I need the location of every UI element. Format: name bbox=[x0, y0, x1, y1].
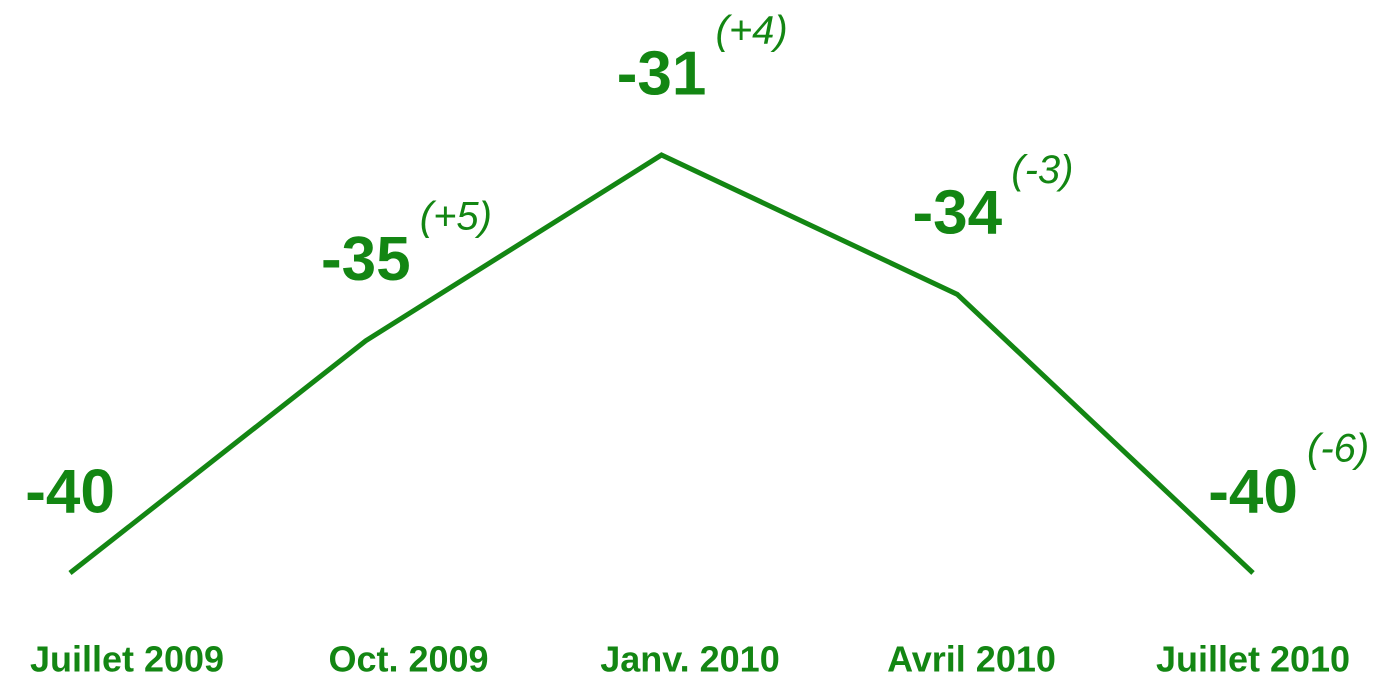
change-label: (+5) bbox=[420, 194, 492, 238]
x-tick-label: Juillet 2009 bbox=[30, 639, 224, 679]
line bbox=[68, 152, 1255, 575]
x-tick-label: Juillet 2010 bbox=[1156, 639, 1350, 679]
value-label: -40 bbox=[1208, 457, 1298, 526]
x-tick-label: Janv. 2010 bbox=[600, 639, 779, 679]
value-label: -34 bbox=[912, 179, 1002, 248]
x-tick-label: Oct. 2009 bbox=[328, 639, 488, 679]
change-label: (-3) bbox=[1011, 148, 1073, 192]
change-label: (+4) bbox=[716, 9, 788, 53]
value-label: -40 bbox=[25, 457, 115, 526]
value-label: -35 bbox=[321, 225, 411, 294]
change-label: (-6) bbox=[1307, 427, 1369, 471]
x-tick-label: Avril 2010 bbox=[887, 639, 1056, 679]
value-label: -31 bbox=[617, 39, 707, 108]
